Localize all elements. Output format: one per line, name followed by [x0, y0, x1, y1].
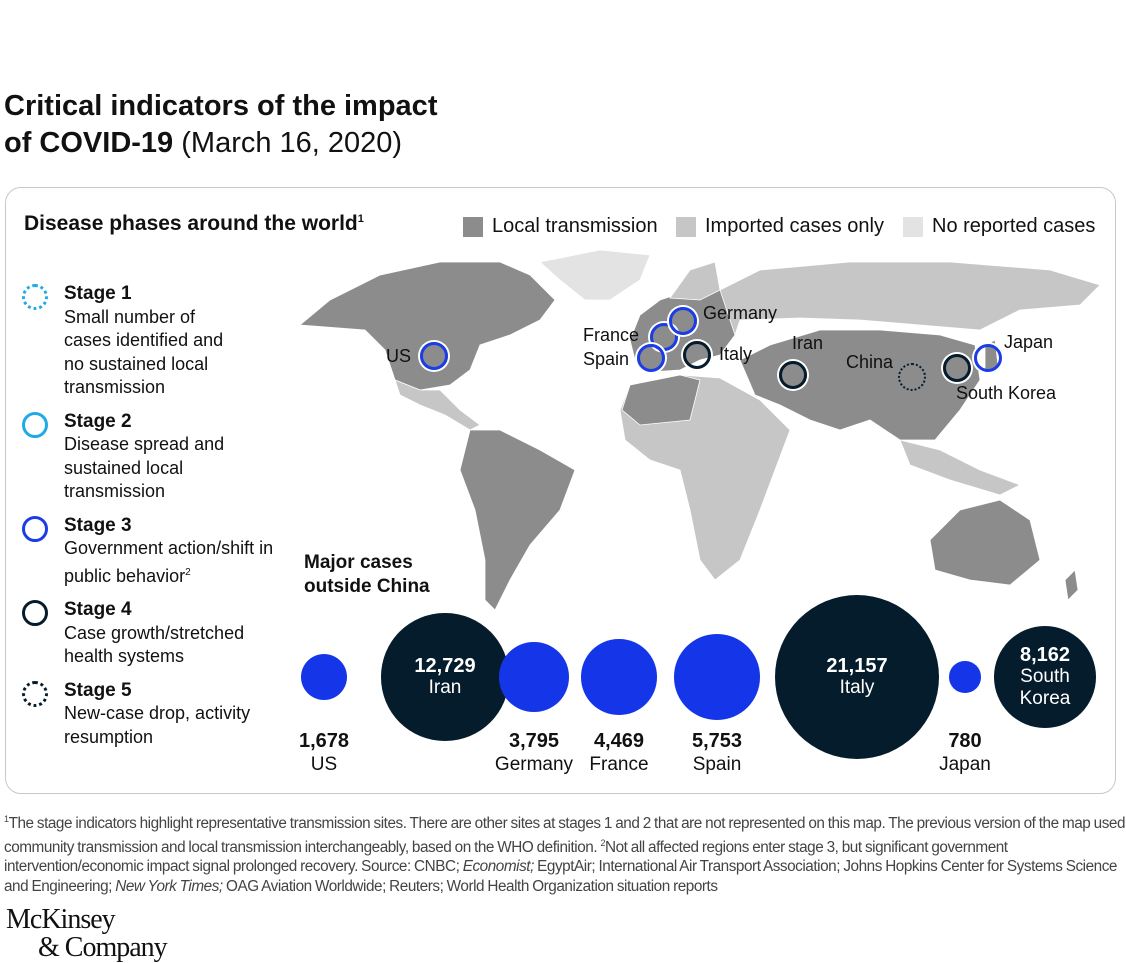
case-label: 3,795 Germany [484, 730, 584, 776]
stage-legend: Stage 1 Small number of cases identified … [22, 282, 292, 749]
case-value: 3,795 [508, 730, 560, 752]
marker-label-germany: Germany [703, 303, 778, 323]
southeast-asia [899, 439, 1021, 496]
stage-1: Stage 1 Small number of cases identified … [22, 282, 292, 400]
case-country: Japan [939, 754, 991, 775]
case-label: 1,678 US [274, 730, 374, 776]
circle-icon [22, 515, 48, 542]
marker-south-korea [943, 354, 971, 382]
case-value: 780 [948, 730, 982, 752]
marker-france [650, 323, 678, 351]
circle-icon [22, 411, 48, 438]
marker-label-iran: Iran [792, 333, 824, 353]
cases-heading: Major cases outside China [304, 552, 430, 597]
world-map [298, 249, 1101, 611]
case-value: 21,157 [826, 655, 888, 677]
case-value: 12,729 [414, 654, 476, 677]
case-country: France [589, 754, 649, 775]
case-bubble-south-korea: 8,162 South Korea [994, 626, 1096, 728]
marker-germany [669, 307, 697, 335]
russia [719, 261, 1101, 337]
case-bubble-france [581, 639, 657, 715]
case-country: Spain [692, 754, 742, 775]
case-label: 4,469 France [569, 730, 669, 776]
case-country: US [310, 754, 338, 775]
marker-label-south-korea: South Korea [956, 383, 1057, 403]
mckinsey-logo: McKinsey & Company [6, 904, 168, 963]
north-america [298, 261, 556, 391]
legend-none: No reported cases [903, 215, 1095, 238]
dotted-circle-icon [22, 284, 48, 310]
marker-label-china: China [846, 352, 894, 372]
marker-spain [637, 344, 665, 372]
case-bubble-spain [674, 634, 760, 720]
bottom-area: 1The stage indicators highlight represen… [4, 810, 1126, 962]
north-africa [621, 374, 701, 426]
footnote: 1The stage indicators highlight represen… [4, 814, 1126, 895]
greenland [539, 249, 651, 301]
new-zealand [1064, 569, 1079, 601]
stage-5: Stage 5 New-case drop, activity resumptio… [22, 679, 292, 750]
stage-2: Stage 2 Disease spread and sustained loca… [22, 410, 292, 504]
case-country: Iran [428, 676, 462, 698]
case-country: Germany [494, 754, 574, 775]
swatch-icon [463, 216, 483, 237]
south-america [459, 429, 576, 611]
stage-3: Stage 3 Government action/shift in public… [22, 514, 292, 589]
case-country: Italy [839, 677, 875, 698]
australia [929, 499, 1041, 586]
title-line2: of COVID-19 [4, 127, 174, 159]
case-label: 5,753 Spain [667, 730, 767, 776]
stage-4: Stage 4 Case growth/stretched health syst… [22, 598, 292, 669]
title-line1: Critical indicators of the impact [4, 90, 438, 122]
marker-us [420, 342, 448, 370]
legend-imported: Imported cases only [676, 215, 884, 238]
swatch-icon [676, 216, 696, 237]
marker-label-france: France [583, 325, 640, 345]
swatch-icon [903, 216, 923, 237]
case-bubble-us [300, 653, 348, 701]
case-value: 1,678 [298, 730, 350, 752]
map-subtitle: Disease phases around the world1 [24, 212, 364, 235]
marker-label-japan: Japan [1004, 332, 1054, 352]
marker-china [898, 363, 926, 391]
scandinavia [669, 261, 721, 301]
africa [619, 374, 791, 581]
marker-italy [683, 341, 711, 369]
marker-label-us: US [386, 346, 412, 366]
page-title: Critical indicators of the impact of COV… [4, 88, 437, 162]
marker-label-spain: Spain [583, 349, 630, 369]
marker-label-italy: Italy [719, 344, 753, 364]
case-value: 8,162 [1019, 643, 1071, 666]
circle-icon [22, 600, 48, 626]
legend-local: Local transmission [463, 215, 658, 238]
case-bubble-germany [499, 642, 569, 712]
mexico-central-america [394, 379, 481, 431]
middle-east-asia [739, 329, 981, 441]
title-date: (March 16, 2020) [181, 127, 403, 159]
case-country: South Korea [1019, 665, 1071, 709]
case-value: 4,469 [593, 730, 645, 752]
case-label: 780 Japan [915, 730, 1015, 776]
case-value: 5,753 [691, 730, 743, 752]
marker-iran [779, 361, 807, 389]
case-bubble-italy: 21,157 Italy [775, 595, 939, 759]
marker-japan [974, 344, 1002, 372]
infographic-card [5, 187, 1116, 794]
case-bubble-iran: 12,729 Iran [381, 613, 509, 741]
dotted-circle-icon [22, 680, 48, 707]
case-bubble-japan [949, 661, 981, 693]
